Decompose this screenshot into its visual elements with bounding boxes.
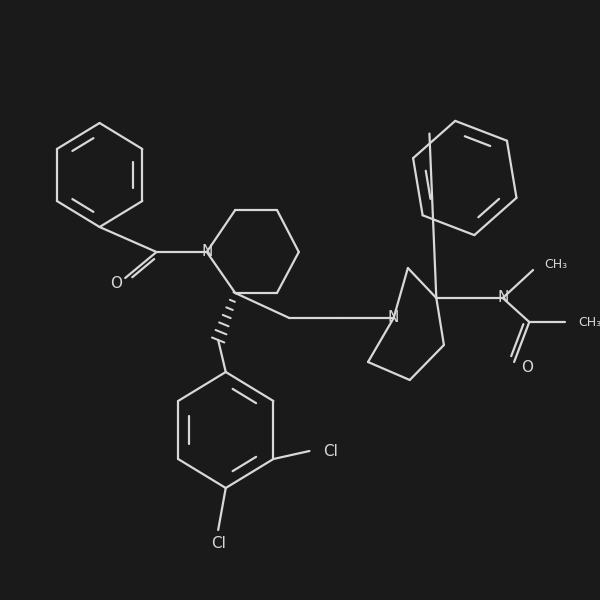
Text: Cl: Cl [323,443,338,458]
Text: CH₃: CH₃ [578,316,600,329]
Text: N: N [201,245,212,259]
Text: Cl: Cl [211,536,226,551]
Text: N: N [388,311,400,325]
Text: CH₃: CH₃ [544,259,568,271]
Text: O: O [521,359,533,374]
Text: N: N [497,290,508,305]
Text: O: O [110,275,122,290]
